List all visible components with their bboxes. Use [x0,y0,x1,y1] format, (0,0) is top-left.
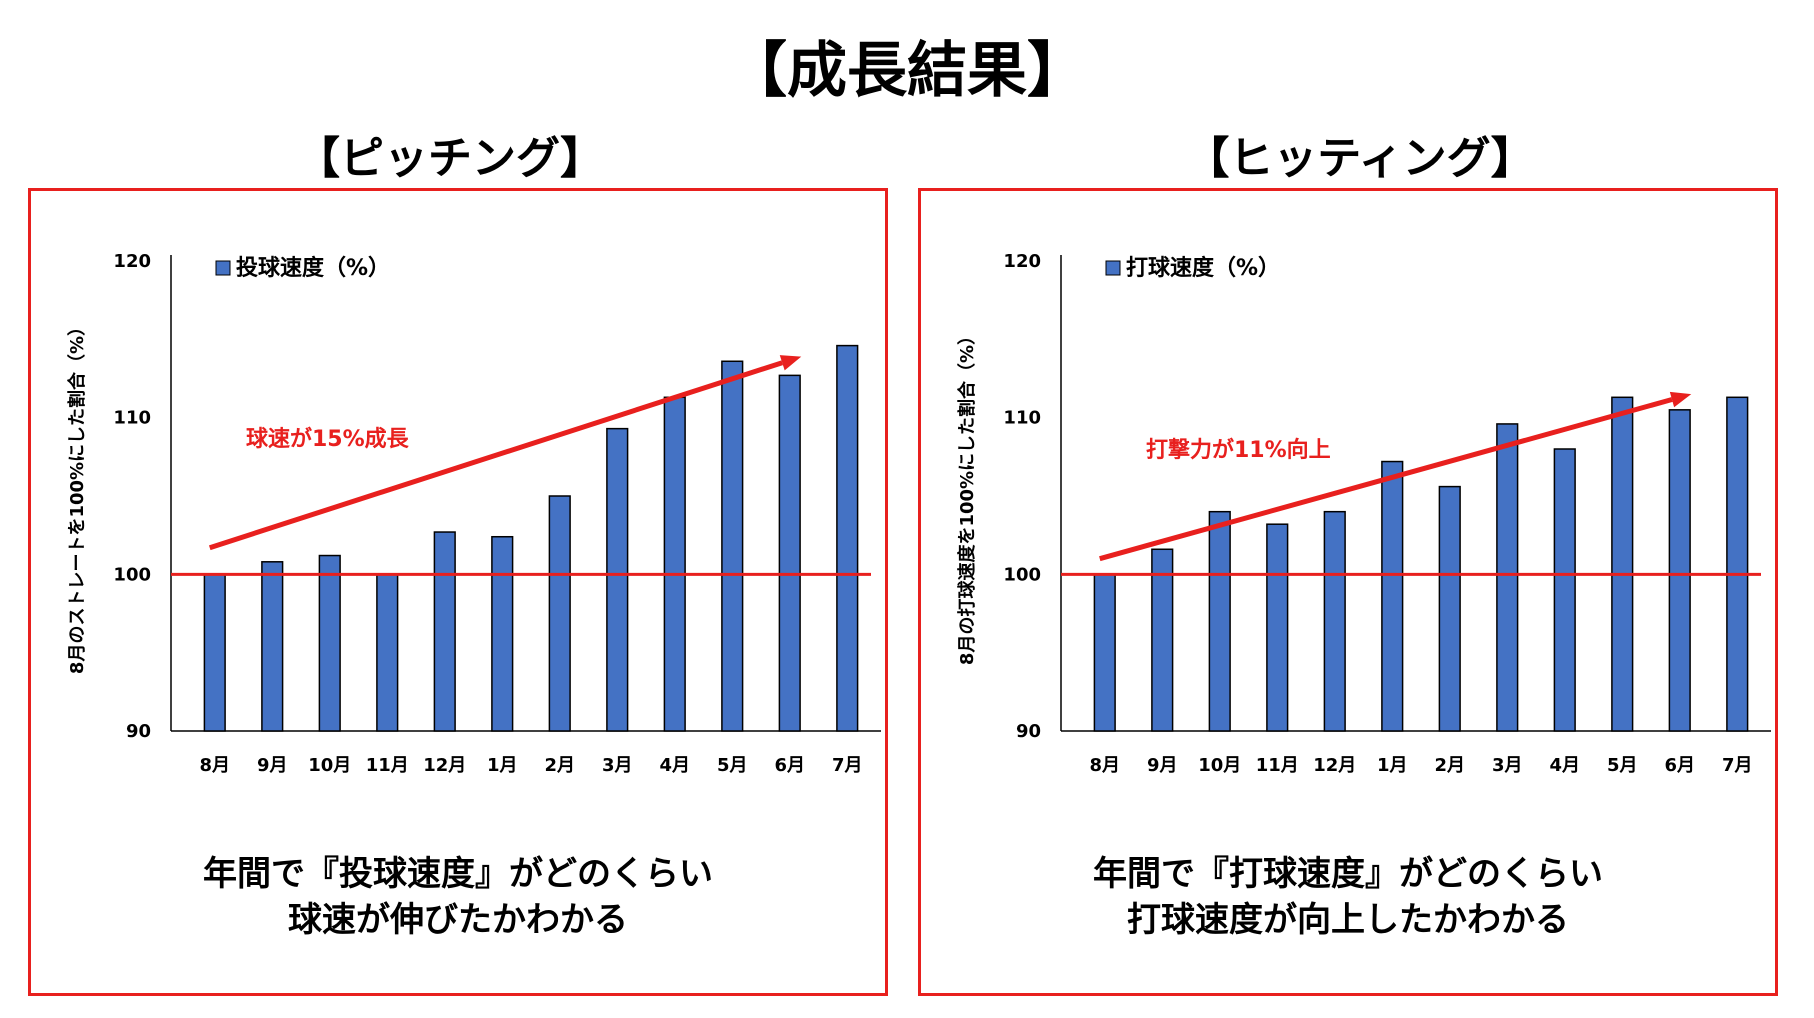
x-tick-label: 3月 [602,755,633,776]
x-tick-label: 2月 [544,755,575,776]
x-tick-label: 5月 [717,755,748,776]
trend-annotation: 球速が15%成長 [246,426,410,452]
x-tick-label: 5月 [1607,755,1638,776]
hitting-chart: 90 100 110 120 8月の打球速度を100%にした割合（%） 8月 9月 10月 11… [956,251,1771,776]
pitching-panel: 90 100 110 120 8月のストレートを100%にした割合（%） 8月 9月 10月 1… [28,188,888,996]
bar-3 [1208,510,1231,732]
y-tick-label: 90 [1016,721,1041,742]
bar-7 [1438,485,1461,732]
x-tick-label: 9月 [257,755,288,776]
pitching-caption: 年間で『投球速度』がどのくらい 球速が伸びたかわかる [31,851,885,943]
pitching-caption-line2: 球速が伸びたかわかる [288,900,628,940]
x-tick-label: 8月 [1089,755,1120,776]
bar-2 [1151,548,1174,732]
hitting-panel: 90 100 110 120 8月の打球速度を100%にした割合（%） 8月 9月 10月 11… [918,188,1778,996]
y-tick-label: 120 [113,251,151,272]
x-tick-label: 4月 [1549,755,1580,776]
bar-6 [491,535,514,732]
x-tick-label: 6月 [1664,755,1695,776]
y-tick-label: 110 [113,408,151,429]
legend-label: 打球速度（%） [1126,255,1280,281]
bar-6 [1381,460,1404,732]
trend-arrow-head [1669,391,1692,408]
legend-swatch [1105,260,1121,276]
bar-5 [1323,510,1346,732]
x-tick-label: 12月 [1313,755,1356,776]
x-tick-label: 2月 [1434,755,1465,776]
x-tick-label: 3月 [1492,755,1523,776]
bar-10 [721,360,744,732]
hitting-section-title: 【ヒッティング】 [1185,133,1535,184]
bar-4 [1266,523,1289,732]
x-tick-label: 8月 [199,755,230,776]
bar-2 [261,561,284,732]
y-tick-label: 120 [1003,251,1041,272]
hitting-caption: 年間で『打球速度』がどのくらい 打球速度が向上したかわかる [921,851,1775,943]
bar-11 [1668,409,1691,732]
x-tick-label: 1月 [1377,755,1408,776]
bar-9 [1553,448,1576,732]
x-tick-label: 9月 [1147,755,1178,776]
hitting-caption-line1: 年間で『打球速度』がどのくらい [1093,854,1603,894]
x-tick-label: 4月 [659,755,690,776]
bar-4 [376,573,399,732]
legend-swatch [215,260,231,276]
pitching-section-title: 【ピッチング】 [296,133,604,184]
bar-12 [1726,396,1749,732]
legend-label: 投球速度（%） [236,255,390,281]
bar-1 [203,573,226,732]
x-tick-label: 11月 [1256,755,1299,776]
bar-10 [1611,396,1634,732]
x-tick-label: 1月 [487,755,518,776]
bar-5 [433,531,456,732]
pitching-chart: 90 100 110 120 8月のストレートを100%にした割合（%） 8月 9月 10月 1… [66,251,881,776]
bar-8 [606,427,629,732]
x-tick-label: 12月 [423,755,466,776]
bar-12 [836,344,859,732]
bar-3 [318,554,341,732]
hitting-caption-line2: 打球速度が向上したかわかる [1127,900,1569,940]
x-tick-label: 6月 [774,755,805,776]
x-tick-label: 7月 [832,755,863,776]
bar-1 [1093,573,1116,732]
x-tick-label: 10月 [308,755,351,776]
x-tick-label: 10月 [1198,755,1241,776]
x-tick-label: 11月 [366,755,409,776]
x-tick-label: 7月 [1722,755,1753,776]
y-tick-label: 100 [1003,564,1041,585]
y-tick-label: 110 [1003,408,1041,429]
y-axis-title: 8月のストレートを100%にした割合（%） [66,318,88,674]
bar-11 [778,374,801,732]
main-title: 【成長結果】 [727,36,1087,106]
y-axis-title: 8月の打球速度を100%にした割合（%） [956,327,978,665]
bar-8 [1496,423,1519,732]
trend-arrow-line [208,360,783,551]
y-tick-label: 100 [113,564,151,585]
trend-annotation: 打撃力が11%向上 [1146,437,1331,463]
trend-arrow-line [1099,397,1673,562]
y-tick-label: 90 [126,721,151,742]
pitching-caption-line1: 年間で『投球速度』がどのくらい [203,854,713,894]
trend-arrow-head [779,355,802,371]
bar-9 [663,396,686,732]
bar-7 [548,495,571,732]
